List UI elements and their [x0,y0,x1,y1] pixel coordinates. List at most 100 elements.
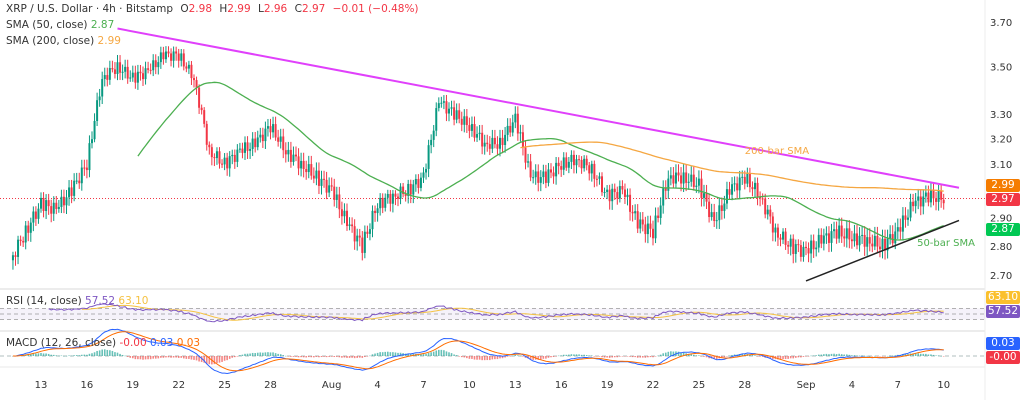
macd-histogram-bar [463,356,466,358]
candle [55,196,58,215]
sma50-legend: SMA (50, close) 2.87 [6,19,114,31]
candle-body [649,223,652,229]
candle-body [238,148,241,150]
macd-histogram-bar [330,356,333,357]
macd-label: MACD (12, 26, close) [6,337,117,349]
candle [277,129,280,147]
candle [223,153,226,171]
candle [17,235,20,265]
candle [514,106,517,129]
candle-body [249,148,252,151]
candle [40,192,42,213]
macd-histogram-bar [942,356,945,357]
candle-body [771,216,774,233]
candle-body [419,177,422,188]
candle-body [613,188,616,193]
macd-histogram-bar [501,356,504,359]
candle [315,162,318,186]
macd-histogram-bar [394,352,397,356]
candle-body [180,53,183,61]
candle-body [636,211,639,229]
candle-body [386,193,389,198]
candle [126,59,129,84]
candle-body [937,191,940,202]
macd-histogram-bar [504,356,506,358]
candle [221,159,224,168]
candle [738,170,741,199]
candle [218,147,221,169]
candle [113,62,116,79]
candle [295,146,297,162]
macd-histogram-bar [721,356,723,358]
macd-histogram-bar [399,352,402,356]
macd-histogram-bar [427,352,430,356]
macd-histogram-bar [486,356,489,361]
candle [425,163,428,180]
candle [379,193,382,216]
candle-body [93,120,96,140]
candle-body [761,198,764,200]
macd-histogram-bar [652,356,654,358]
candle [932,183,935,206]
macd-histogram-bar [761,356,764,357]
candle [241,142,244,159]
macd-histogram-bar [517,355,519,356]
candle-body [78,180,81,184]
candle [358,228,361,247]
candle [805,241,807,256]
candle-body [486,142,489,145]
candle [381,193,384,214]
candle [871,234,874,253]
candle [748,167,751,193]
macd-histogram-bar [713,356,715,359]
candle-body [251,138,254,149]
candle-body [476,134,479,138]
candle-body [317,170,320,186]
candle [215,147,218,165]
candle-body [96,100,99,121]
macd-histogram-bar [552,356,555,357]
macd-histogram-bar [565,354,568,356]
rsi-value: 57.52 [85,295,116,307]
candle [843,228,846,247]
candle [27,220,30,242]
candle-body [73,180,76,196]
candle [552,166,555,184]
candle [208,141,211,155]
macd-histogram-bar [297,356,300,358]
candle [827,226,830,253]
support-trendline [805,219,960,282]
candle [22,236,25,248]
candle [238,142,241,153]
macd-histogram-bar [381,352,384,356]
macd-histogram-bar [547,356,550,358]
candle [590,160,593,182]
macd-histogram-bar [98,350,101,356]
macd-histogram-bar [264,352,267,356]
candle [80,159,83,191]
macd-histogram-bar [149,356,152,360]
candle [491,129,494,154]
x-tick-label: 22 [647,380,660,391]
macd-histogram-bar [473,356,476,360]
candle-body [170,53,173,61]
candle-body [32,211,35,223]
candle [368,223,371,241]
candle [509,118,512,137]
macd-histogram-bar [545,356,547,359]
candle [481,124,484,155]
macd-histogram-bar [889,355,891,357]
candle [37,203,40,224]
candle [797,239,800,253]
candle-body [572,154,575,166]
candle [468,117,471,139]
macd-histogram-bar [180,356,183,358]
candle-body [60,196,63,207]
candle-body [501,137,504,146]
macd-signal-line [12,331,944,372]
macd-histogram-bar [172,356,175,358]
macd-histogram-bar [341,356,343,358]
candle-body [703,193,705,198]
x-tick-label: 28 [738,380,751,391]
